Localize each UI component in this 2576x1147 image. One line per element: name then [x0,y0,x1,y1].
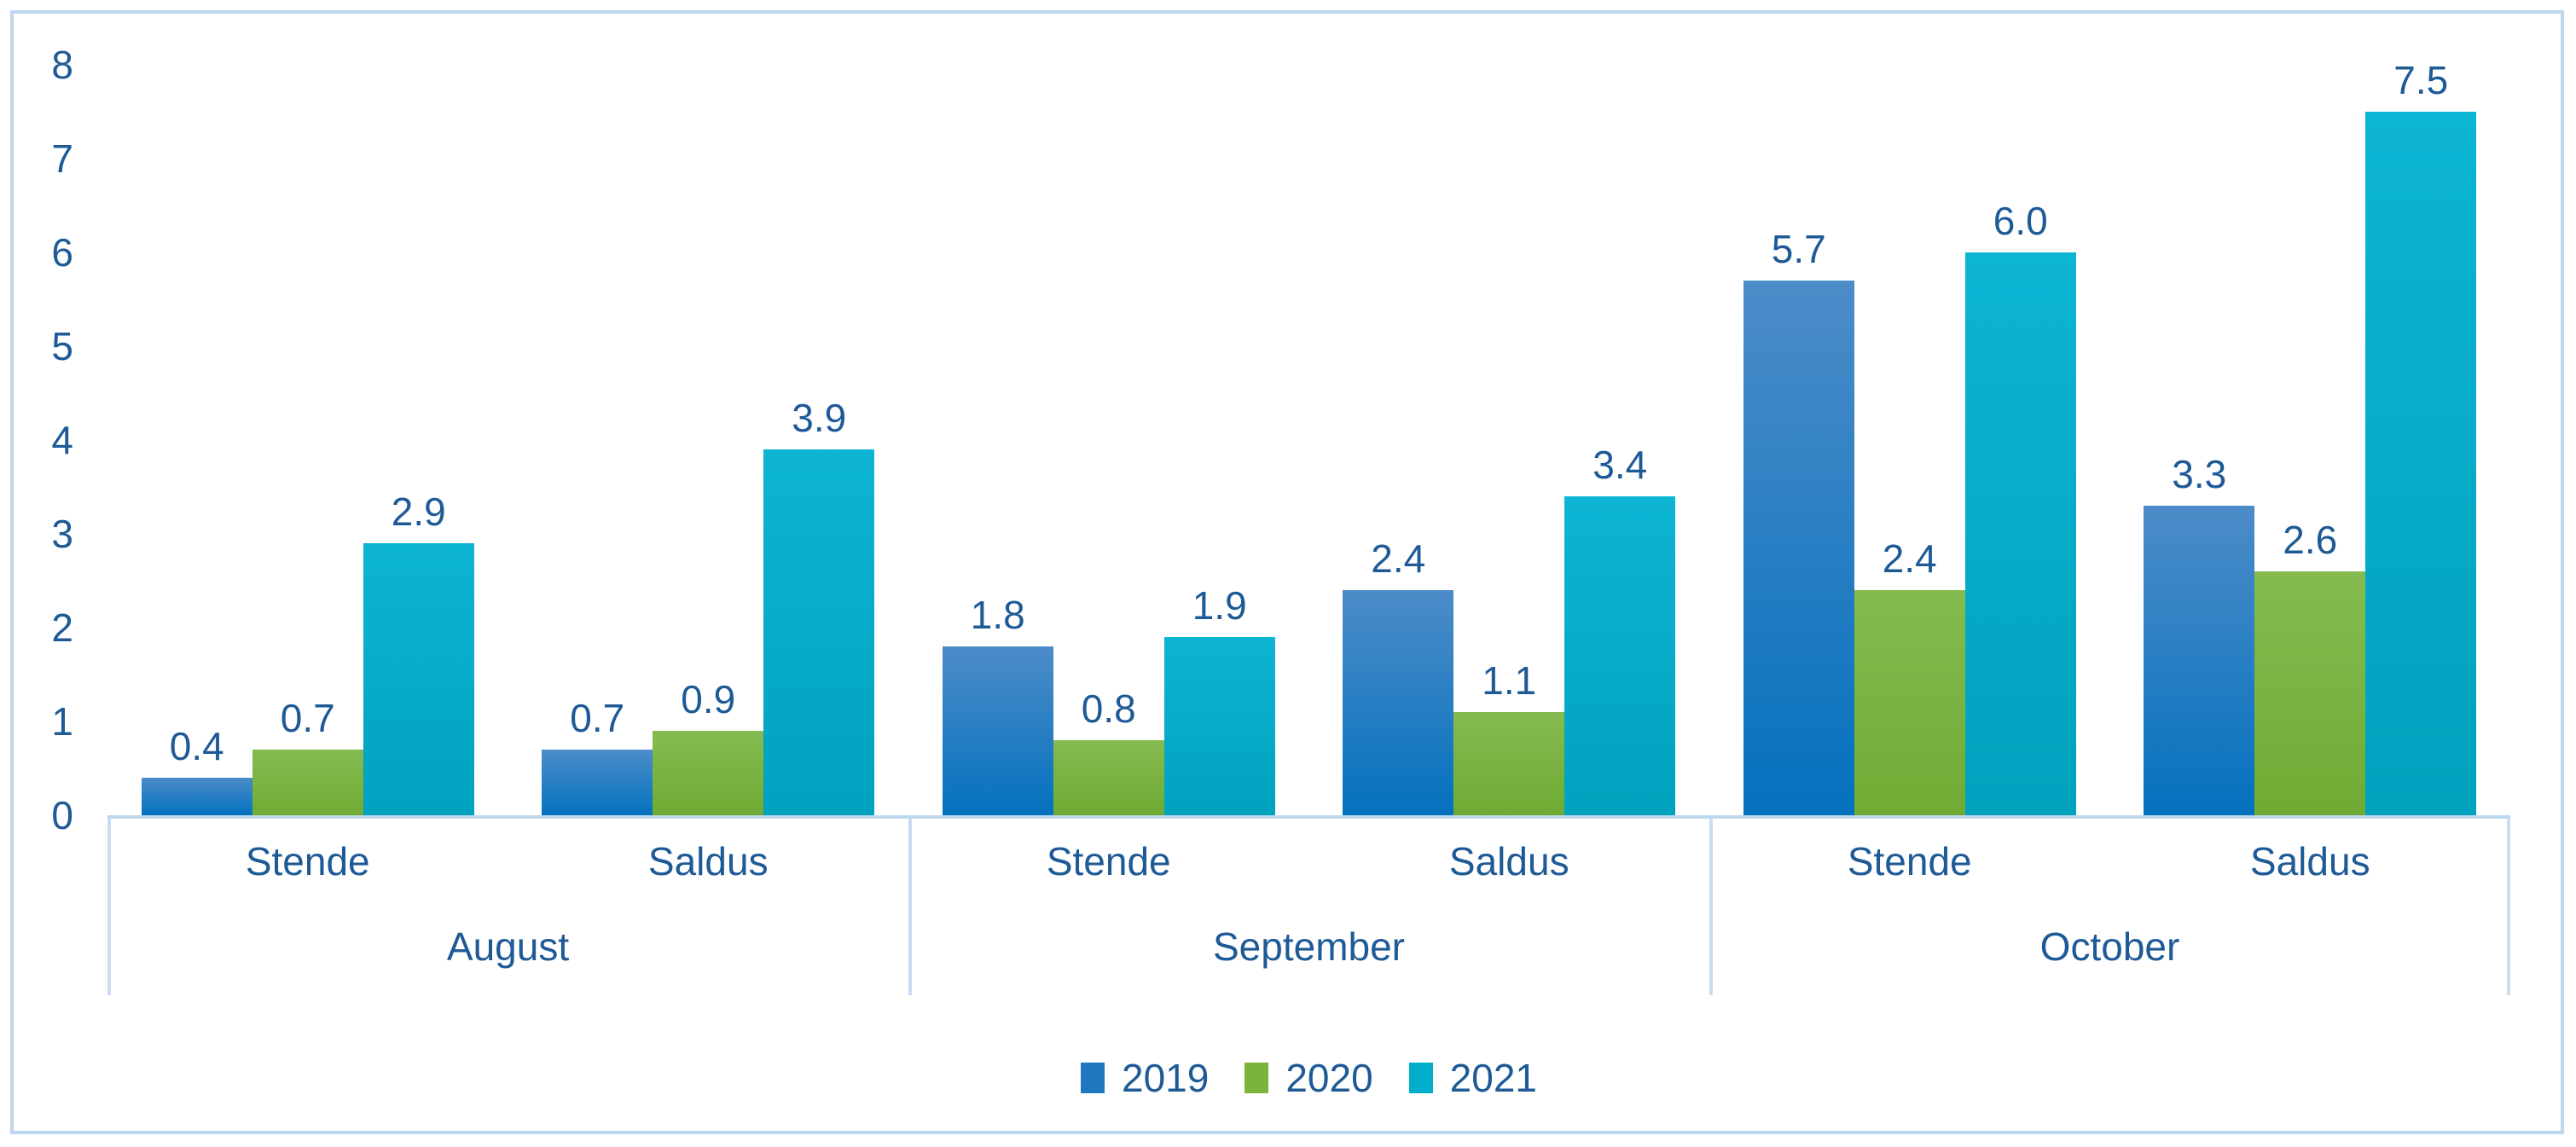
x-axis-city-label: Stende [1046,839,1171,883]
category-divider-line [1709,819,1713,995]
bar-value-label: 7.5 [2393,58,2449,102]
legend: 2019 2020 2021 [107,1051,2510,1105]
bar-value-label: 1.8 [970,593,1025,637]
legend-label: 2020 [1285,1056,1373,1100]
bar-2021-september-stende [1163,637,1275,815]
y-axis-tick-label: 4 [51,418,73,462]
legend-swatch-icon [1080,1063,1105,1093]
y-axis-tick-label: 6 [51,230,73,275]
bar-2021-october-stende [1964,252,2076,815]
bar-value-label: 5.7 [1771,227,1826,271]
chart-frame-border [10,10,2564,1134]
bar-value-label: 0.9 [681,677,736,721]
legend-swatch-icon [1244,1063,1269,1093]
x-axis-month-label: August [446,924,570,969]
y-axis-tick-label: 7 [51,136,73,181]
category-divider-line [107,819,111,995]
bar-2020-october-stende [1854,590,1965,815]
bar-value-label: 2.6 [2283,518,2338,562]
bar-value-label: 1.9 [1192,583,1247,628]
legend-item-2019: 2019 [1080,1054,1210,1102]
bar-2019-october-saldus [2144,506,2255,815]
legend-label: 2019 [1121,1056,1210,1100]
bar-value-label: 2.4 [1882,536,1937,581]
bar-value-label: 3.9 [792,396,847,440]
bar-2019-september-stende [942,646,1053,815]
y-axis-tick-label: 8 [51,43,73,87]
x-axis-city-label: Saldus [647,839,769,883]
category-divider-line [908,819,912,995]
legend-label: 2021 [1449,1056,1538,1100]
plot-area: 0.4 0.7 2.9 0.7 0.9 3.9 1.8 0.8 1.9 2.4 1.1 3.4 5.7 2… [107,59,2510,815]
bar-2020-august-stende [252,750,363,815]
x-axis-month-label: October [2039,924,2180,969]
bar-2020-september-saldus [1453,712,1565,815]
category-axis: Stende Saldus Stende Saldus Stende Saldus Augu… [107,819,2510,995]
legend-item-2021: 2021 [1408,1054,1538,1102]
y-axis-tick-label: 3 [51,512,73,556]
y-axis-tick-label: 5 [51,324,73,368]
bar-2020-september-stende [1053,740,1164,815]
bar-2019-august-stende [141,778,252,815]
bar-value-label: 2.4 [1371,536,1426,581]
bar-2019-september-saldus [1343,590,1454,815]
bar-2020-august-saldus [653,731,764,815]
x-axis-city-label: Saldus [2249,839,2370,883]
category-divider-line [2507,819,2510,995]
y-axis: 0 1 2 3 4 5 6 7 8 [0,0,73,1147]
x-axis-line [107,815,2510,819]
x-axis-month-label: September [1212,924,1405,969]
y-axis-tick-label: 0 [51,793,73,837]
bar-value-label: 1.1 [1482,658,1537,703]
bar-value-label: 0.7 [570,696,625,740]
bar-value-label: 3.4 [1593,443,1648,487]
bar-2019-october-stende [1743,281,1854,815]
bar-value-label: 6.0 [1993,199,2048,243]
y-axis-tick-label: 1 [51,699,73,744]
bar-value-label: 0.4 [169,724,224,768]
bar-2020-october-saldus [2254,571,2366,815]
bar-2019-august-saldus [542,750,653,815]
bar-value-label: 0.7 [280,696,335,740]
bar-2021-august-stende [363,543,474,815]
bar-2021-august-saldus [763,449,875,815]
legend-item-2020: 2020 [1244,1054,1373,1102]
bar-2021-october-saldus [2365,112,2477,815]
bar-value-label: 2.9 [391,490,446,534]
bar-value-label: 3.3 [2172,452,2227,496]
x-axis-city-label: Stende [245,839,370,883]
bar-value-label: 0.8 [1081,686,1136,731]
x-axis-city-label: Stende [1847,839,1972,883]
legend-swatch-icon [1408,1063,1433,1093]
y-axis-tick-label: 2 [51,605,73,650]
x-axis-city-label: Saldus [1448,839,1569,883]
bar-2021-september-saldus [1564,496,1676,815]
